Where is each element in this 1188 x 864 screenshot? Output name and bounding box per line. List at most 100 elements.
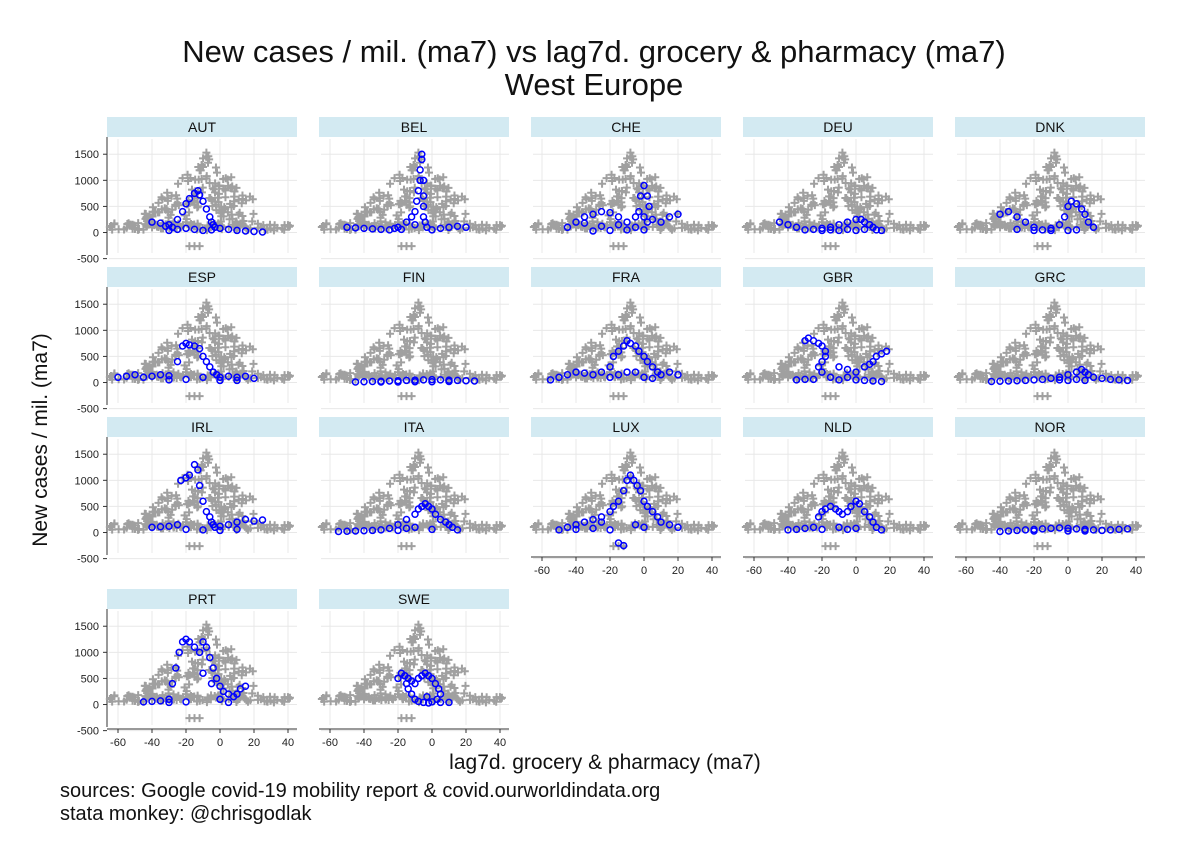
- background-point: [851, 331, 860, 340]
- background-point: [578, 198, 587, 207]
- background-point: [407, 392, 416, 401]
- background-point: [427, 181, 436, 190]
- data-point: [635, 207, 643, 216]
- data-point: [199, 226, 207, 235]
- background-point: [157, 205, 166, 214]
- background-point: [968, 375, 977, 384]
- background-point: [602, 174, 611, 183]
- background-point: [807, 200, 816, 209]
- data-point: [360, 224, 368, 233]
- background-point: [285, 371, 294, 380]
- background-point: [217, 352, 226, 361]
- chart-subtitle: West Europe: [504, 67, 684, 102]
- background-point: [1022, 179, 1031, 188]
- background-point: [1036, 196, 1045, 205]
- data-point: [445, 223, 453, 232]
- background-point: [332, 375, 341, 384]
- background-point: [914, 374, 923, 383]
- data-point: [1098, 374, 1106, 383]
- background-point: [269, 226, 278, 235]
- background-point: [659, 358, 668, 367]
- data-point: [826, 223, 835, 232]
- background-point: [178, 324, 187, 333]
- background-point: [431, 334, 440, 343]
- data-point: [360, 377, 368, 386]
- background-point: [171, 200, 180, 209]
- background-point: [163, 196, 172, 205]
- background-point: [829, 203, 838, 212]
- data-point: [589, 210, 597, 218]
- data-point: [643, 192, 652, 200]
- background-point: [424, 168, 433, 177]
- y-tick-label: 1000: [75, 325, 99, 337]
- data-point: [635, 347, 643, 355]
- background-point: [558, 374, 567, 383]
- data-point: [418, 150, 426, 158]
- x-tick-label: -60: [746, 565, 762, 577]
- background-point: [217, 502, 226, 511]
- background-point: [195, 714, 204, 723]
- background-point: [673, 509, 682, 518]
- data-point: [860, 376, 869, 385]
- data-point: [1089, 223, 1098, 232]
- data-point: [636, 192, 645, 200]
- background-point: [1126, 224, 1135, 233]
- data-point: [623, 226, 631, 234]
- x-tick-label: 40: [1130, 565, 1142, 577]
- background-point: [1101, 369, 1110, 378]
- data-point: [792, 223, 801, 232]
- background-point: [619, 392, 628, 401]
- background-point: [238, 345, 247, 354]
- background-point: [182, 215, 191, 224]
- background-point: [198, 333, 207, 342]
- data-point: [645, 202, 653, 211]
- background-point: [1002, 198, 1011, 207]
- data-point: [445, 377, 453, 386]
- background-point: [332, 225, 341, 234]
- background-point: [1050, 174, 1059, 183]
- background-point: [423, 313, 432, 322]
- background-point: [414, 324, 423, 333]
- background-point: [814, 324, 823, 333]
- background-point: [1046, 333, 1055, 342]
- x-tick-label: 0: [217, 737, 223, 749]
- background-point: [202, 302, 211, 311]
- background-point: [567, 215, 576, 224]
- panel-header: [531, 117, 721, 137]
- background-point: [822, 324, 831, 333]
- background-point: [1065, 352, 1074, 361]
- data-point: [173, 357, 182, 366]
- x-tick-label: 0: [1065, 565, 1071, 577]
- background-point: [497, 221, 506, 230]
- background-point: [363, 207, 372, 216]
- background-point: [606, 215, 615, 224]
- data-point: [852, 226, 860, 235]
- background-point: [402, 192, 411, 201]
- background-point: [974, 220, 983, 229]
- data-point: [563, 223, 572, 232]
- background-point: [532, 225, 541, 234]
- background-point: [807, 350, 816, 359]
- background-point: [626, 324, 635, 333]
- y-tick-label: 1000: [75, 175, 99, 187]
- background-point: [857, 193, 866, 202]
- background-point: [855, 184, 864, 193]
- background-point: [148, 353, 157, 362]
- background-point: [800, 363, 809, 372]
- data-point: [1030, 223, 1038, 232]
- background-point: [1096, 217, 1105, 226]
- data-point: [665, 368, 674, 376]
- background-point: [490, 374, 499, 383]
- background-point: [1034, 324, 1043, 333]
- data-point: [470, 377, 479, 385]
- background-point: [164, 363, 173, 372]
- data-point: [877, 226, 886, 235]
- background-point: [422, 370, 431, 379]
- y-tick-label: 1500: [75, 149, 99, 161]
- data-point: [589, 227, 597, 235]
- background-point: [587, 338, 596, 347]
- background-point: [444, 333, 453, 342]
- source-note: sources: Google covid-19 mobility report…: [60, 780, 661, 802]
- background-point: [206, 344, 215, 353]
